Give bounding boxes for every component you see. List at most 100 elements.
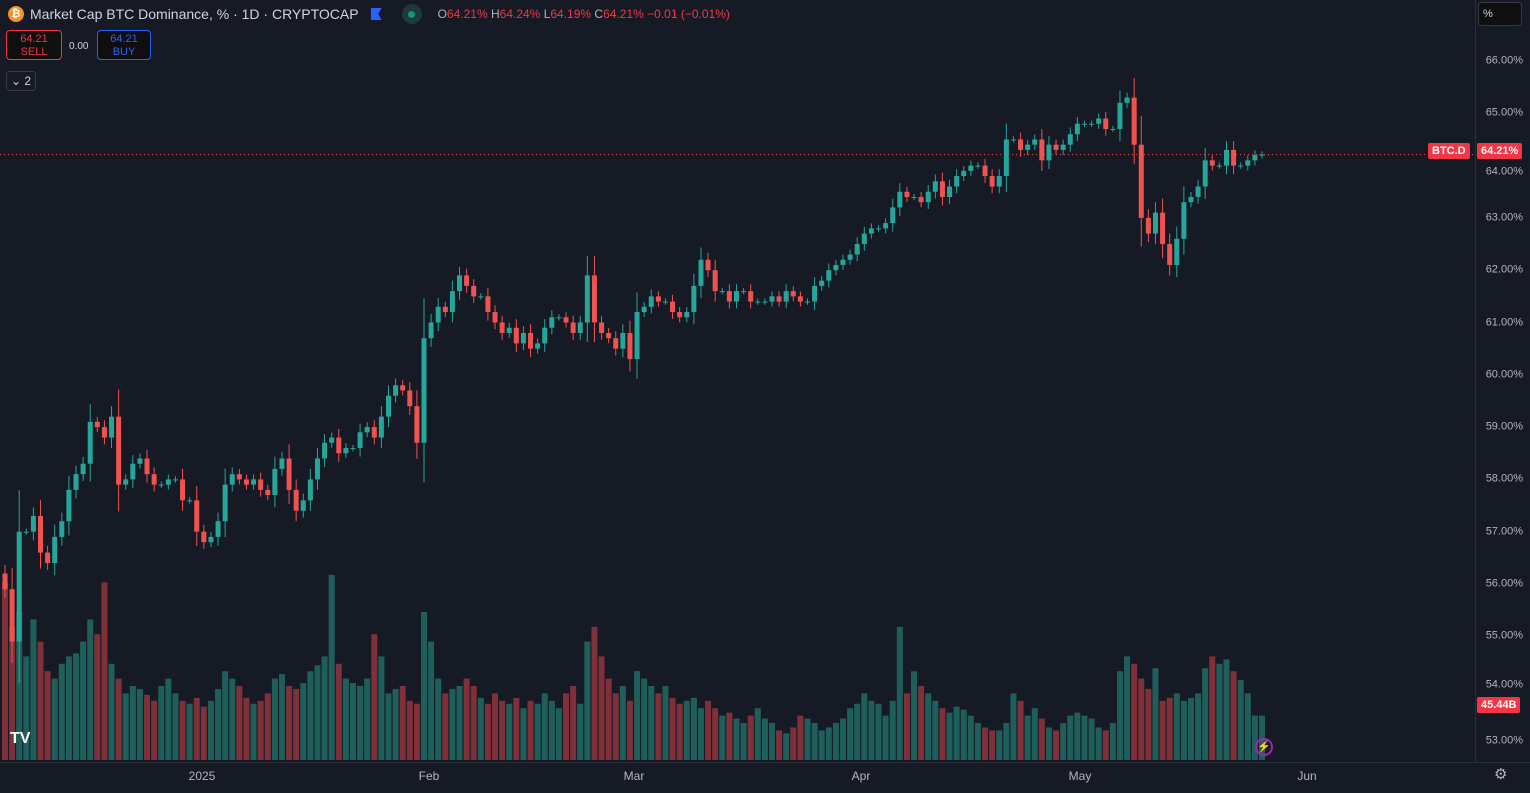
volume-bar — [669, 697, 676, 760]
scale-mode-button[interactable]: % — [1478, 2, 1522, 26]
volume-bar — [1102, 730, 1109, 760]
candle — [59, 512, 65, 546]
volume-bar — [527, 700, 534, 760]
lightning-icon[interactable]: ⚡ — [1255, 738, 1273, 756]
candle — [939, 172, 945, 206]
volume-bar — [1053, 730, 1060, 760]
market-status-icon[interactable] — [401, 4, 422, 24]
volume-bar — [783, 733, 790, 760]
candle — [542, 319, 548, 353]
tradingview-logo[interactable]: TV — [10, 730, 31, 747]
volume-bar — [541, 693, 548, 760]
candle — [485, 287, 491, 321]
candle — [989, 169, 995, 194]
indicators-collapse-button[interactable]: ⌄ 2 — [6, 71, 36, 91]
volume-bar — [641, 678, 648, 760]
volume-bar — [172, 693, 179, 760]
candle-body — [59, 521, 65, 537]
volume-bar — [16, 612, 23, 760]
chart-canvas[interactable] — [0, 0, 1475, 762]
price-axis[interactable]: 66.00% 65.00% 64.00% 63.00% 62.00% 61.00% 60.0… — [1475, 0, 1530, 762]
volume-bar — [818, 730, 825, 760]
volume-bar — [740, 723, 747, 760]
volume-bar — [30, 619, 37, 760]
candle — [137, 453, 143, 469]
candle-body — [911, 196, 917, 198]
candle-body — [1181, 202, 1187, 239]
volume-bar — [51, 678, 58, 760]
candle-body — [229, 474, 235, 485]
volume-bar — [449, 688, 456, 760]
time-axis[interactable]: 2025 Feb Mar Apr May Jun — [0, 762, 1530, 793]
symbol-title[interactable]: Market Cap BTC Dominance, % · 1D · CRYPT… — [30, 6, 359, 22]
candle-body — [1223, 149, 1229, 166]
candle-body — [151, 474, 157, 485]
candle-body — [421, 338, 427, 443]
candle — [968, 160, 974, 176]
candle-body — [584, 275, 590, 323]
candle-body — [144, 458, 150, 475]
candle-body — [989, 176, 995, 187]
candle — [762, 298, 768, 305]
candle — [570, 315, 576, 340]
candle-body — [80, 463, 86, 475]
volume-bar — [1259, 715, 1265, 760]
candle-body — [812, 285, 818, 302]
volume-bar — [1081, 715, 1088, 760]
volume-bar — [470, 686, 477, 760]
sell-button[interactable]: 64.21 SELL — [6, 30, 62, 60]
volume-bar — [584, 641, 591, 760]
candle-body — [755, 301, 761, 303]
candle — [378, 406, 384, 449]
volume-bar — [399, 686, 406, 760]
candle — [1238, 162, 1244, 169]
candle-body — [1231, 149, 1237, 166]
candle-body — [570, 322, 576, 333]
candle — [1195, 179, 1201, 204]
candle — [947, 179, 953, 204]
candle-body — [165, 479, 171, 485]
volume-bar — [868, 700, 875, 760]
volume-bar — [87, 619, 94, 760]
price-chart[interactable] — [0, 0, 1475, 762]
candle — [684, 307, 690, 323]
candle — [606, 327, 612, 344]
candle-body — [180, 479, 186, 501]
candle-body — [66, 489, 72, 522]
candle — [38, 500, 44, 569]
candle-body — [1252, 155, 1258, 161]
candle-body — [158, 484, 164, 486]
volume-bar — [591, 626, 598, 760]
candle-body — [1245, 160, 1251, 166]
candle — [357, 423, 363, 457]
time-tick-label: Mar — [623, 769, 645, 783]
candle-body — [769, 296, 775, 302]
volume-bar — [1251, 715, 1258, 760]
buy-button[interactable]: 64.21 BUY — [97, 30, 151, 60]
candle-body — [478, 296, 484, 298]
price-tick-label: 58.00% — [1485, 472, 1523, 485]
settings-icon[interactable]: ⚙ — [1494, 766, 1508, 783]
volume-bar — [520, 708, 527, 760]
candle-body — [1096, 118, 1102, 124]
candle-body — [804, 301, 810, 303]
candle-body — [400, 385, 406, 391]
candle — [286, 444, 292, 504]
candle — [755, 298, 761, 305]
candle — [1259, 151, 1265, 159]
candle — [613, 331, 619, 356]
candle — [407, 381, 413, 415]
candle-body — [364, 427, 370, 433]
volume-bar — [1109, 723, 1116, 760]
volume-bar — [477, 697, 484, 760]
candle — [911, 193, 917, 201]
candle — [925, 184, 931, 210]
candle-body — [222, 484, 228, 522]
volume-bar — [733, 718, 740, 760]
flag-icon[interactable] — [370, 8, 382, 20]
candle-body — [215, 521, 221, 537]
candle-body — [627, 332, 633, 360]
candle-body — [286, 458, 292, 490]
volume-bar — [499, 700, 506, 760]
candle-body — [1117, 102, 1123, 129]
